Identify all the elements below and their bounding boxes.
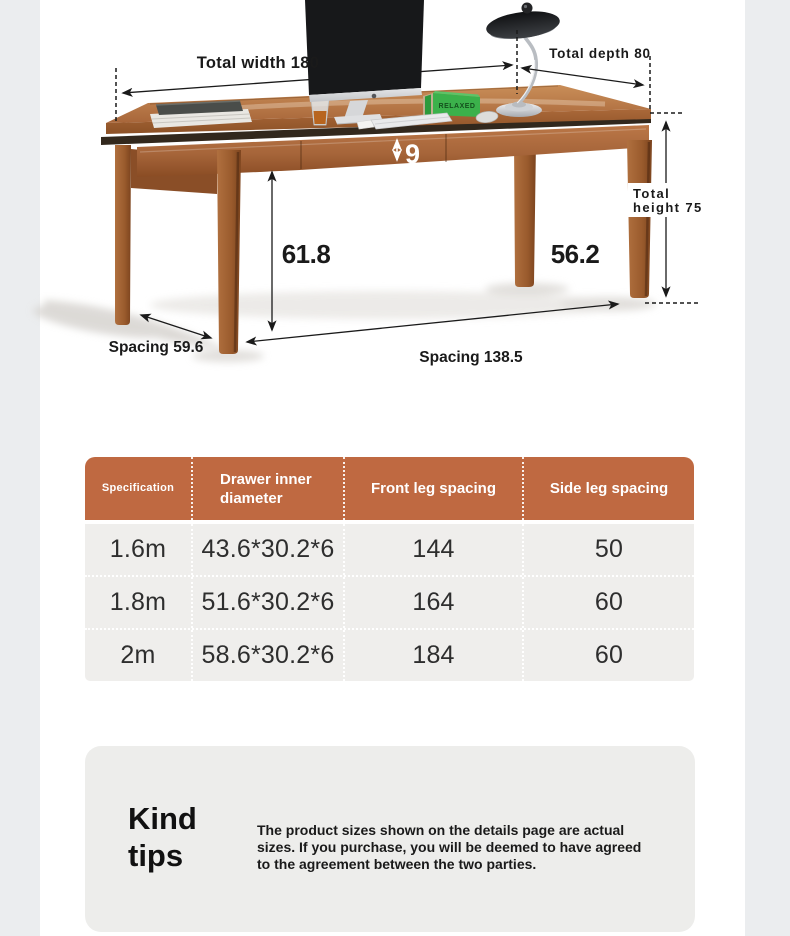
- side-spacing-arrow: [139, 313, 213, 340]
- table-cell: 184: [345, 630, 524, 681]
- page-left-margin: [0, 0, 40, 936]
- spec-header-drawer-inner-diameter: Drawer inner diameter: [193, 457, 345, 520]
- table-cell: 1.8m: [85, 577, 193, 628]
- total-depth-arrow: [520, 64, 645, 89]
- table-cell: 43.6*30.2*6: [193, 524, 345, 575]
- dimension-labels: Total width 180 Total depth 80 Total hei…: [109, 46, 703, 366]
- table-cell: 51.6*30.2*6: [193, 577, 345, 628]
- relaxed-box-label: RELAXED: [439, 103, 476, 110]
- table-cell: 60: [594, 641, 624, 669]
- kind-tips-title: Kind tips: [128, 801, 197, 873]
- total-depth-label: Total depth 80: [549, 46, 651, 61]
- front-spacing-label: Spacing 138.5: [419, 349, 523, 366]
- total-height-label-line1: Total: [633, 186, 670, 201]
- keyboard: [356, 112, 453, 130]
- table-cell: 60: [594, 588, 624, 616]
- kind-tips-box: Kind tips The product sizes shown on the…: [85, 746, 695, 932]
- computer-mouse: [475, 111, 499, 123]
- spec-table-body: 1.6m 43.6*30.2*6 144 50 1.8m 51.6*30.2*6…: [85, 524, 694, 681]
- spec-table-header: Specification Drawer inner diameter Fron…: [85, 457, 694, 520]
- total-width-label: Total width 180: [197, 54, 319, 72]
- desk-lamp: [486, 2, 560, 117]
- spec-table: Specification Drawer inner diameter Fron…: [85, 457, 694, 681]
- spec-header-side-leg-spacing: Side leg spacing: [549, 480, 669, 497]
- left-clearance-label: 61.8: [282, 239, 331, 269]
- apple-logo-icon: [371, 93, 377, 99]
- spec-header-specification: Specification: [85, 457, 193, 520]
- table-cell: 50: [594, 535, 624, 563]
- spec-header-front-leg-spacing: Front leg spacing: [345, 457, 524, 520]
- table-cell: 2m: [85, 630, 193, 681]
- side-spacing-label: Spacing 59.6: [109, 339, 204, 356]
- height-label-backing: [628, 183, 692, 217]
- kind-tips-text: The product sizes shown on the details p…: [257, 822, 642, 872]
- imac-screen: [305, 0, 424, 95]
- books: [150, 100, 252, 128]
- table-row: 2m 58.6*30.2*6 184 60: [85, 630, 694, 681]
- front-spacing-arrow: [245, 300, 620, 346]
- table-cell: 144: [345, 524, 524, 575]
- page-right-margin: [745, 0, 790, 936]
- table-row: 1.6m 43.6*30.2*6 144 50: [85, 524, 694, 577]
- corner-extension-dashed: [649, 56, 684, 114]
- total-height-label-line2: height 75: [633, 200, 703, 215]
- right-clearance-label: 56.2: [551, 239, 600, 269]
- desk-dimension-diagram: RELAXED: [33, 0, 703, 366]
- table-cell: 164: [345, 577, 524, 628]
- drawer-height-label: 9: [405, 139, 420, 169]
- table-cell: 1.6m: [85, 524, 193, 575]
- table-row: 1.8m 51.6*30.2*6 164 60: [85, 577, 694, 630]
- table-cell: 58.6*30.2*6: [193, 630, 345, 681]
- relaxed-box: RELAXED: [423, 91, 480, 117]
